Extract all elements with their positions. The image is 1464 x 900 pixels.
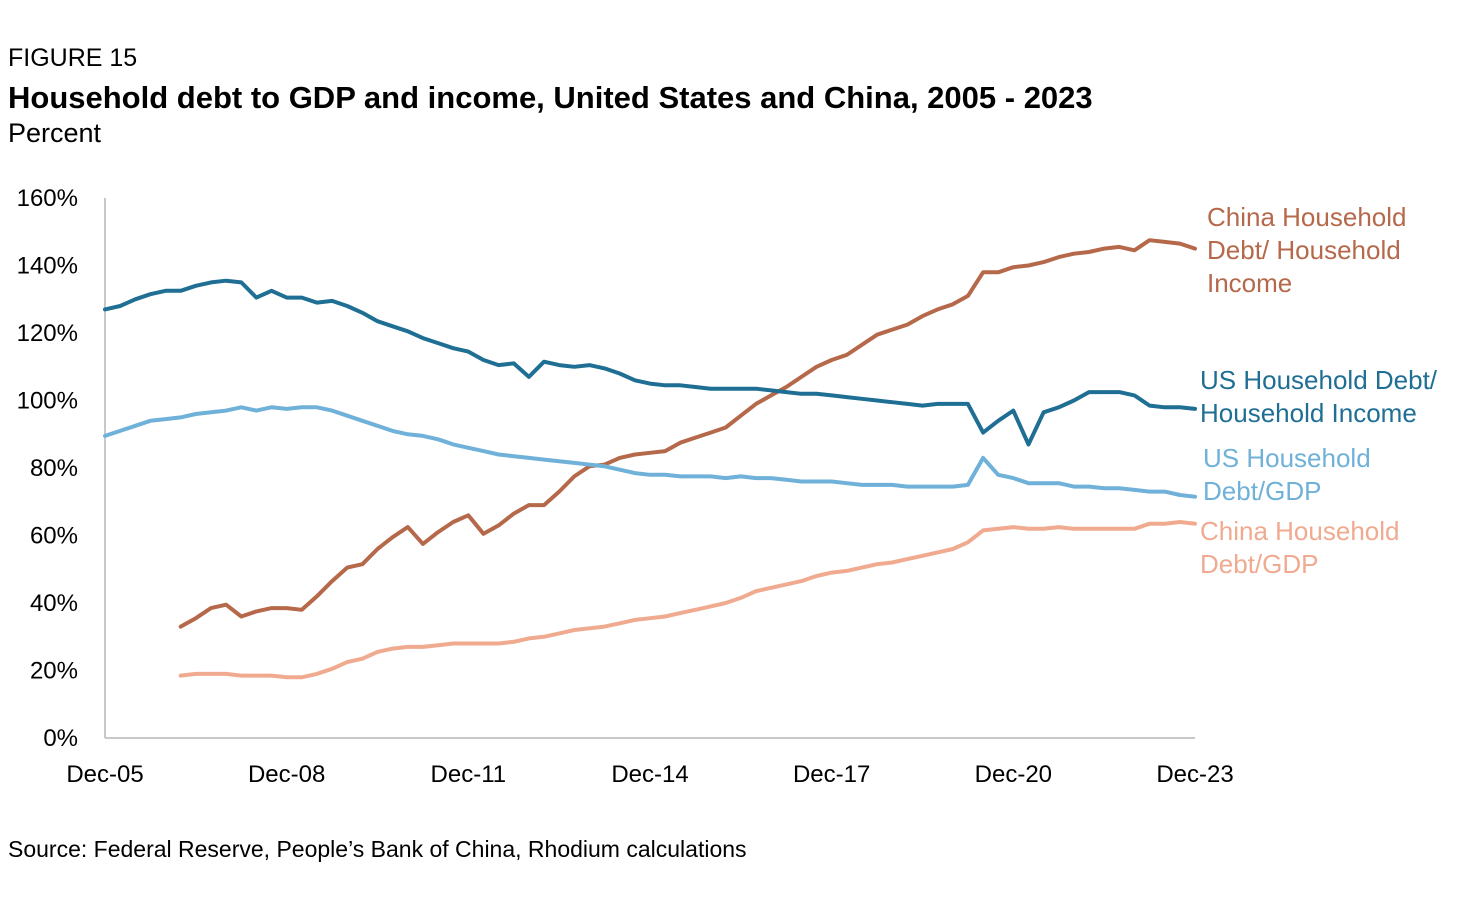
x-tick-label: Dec-05 bbox=[66, 761, 143, 788]
chart-subtitle: Percent bbox=[8, 118, 102, 148]
series-line-3 bbox=[178, 520, 1197, 680]
figure-label: FIGURE 15 bbox=[8, 44, 138, 72]
x-tick-label: Dec-11 bbox=[431, 761, 507, 788]
y-tick-label: 160% bbox=[17, 185, 78, 212]
series-line-2 bbox=[103, 405, 1197, 499]
y-tick-label: 0% bbox=[43, 725, 78, 752]
x-tick-label: Dec-08 bbox=[248, 761, 325, 788]
series-line-0 bbox=[178, 238, 1197, 629]
y-tick-label: 80% bbox=[30, 455, 78, 482]
x-tick-label: Dec-14 bbox=[611, 761, 688, 788]
x-tick-label: Dec-20 bbox=[975, 761, 1052, 788]
chart-title: Household debt to GDP and income, United… bbox=[8, 80, 1093, 115]
y-tick-label: 100% bbox=[17, 388, 78, 415]
series-label-1: US Household Debt/Household Income bbox=[1200, 365, 1438, 428]
y-tick-label: 20% bbox=[30, 658, 78, 685]
x-tick-label: Dec-17 bbox=[793, 761, 870, 788]
series-label-3: China Household Debt/GDP bbox=[1200, 516, 1399, 579]
series-label-0: China Household Debt/ Household Income bbox=[1207, 202, 1406, 298]
x-tick-label: Dec-23 bbox=[1156, 761, 1233, 788]
y-axis: 0% 20% 40% 60% 80% 100% 120% 140% 160% bbox=[17, 185, 106, 752]
y-tick-label: 140% bbox=[17, 253, 78, 280]
source-note: Source: Federal Reserve, People’s Bank o… bbox=[8, 836, 747, 862]
series-label-2: US Household Debt/GDP bbox=[1203, 443, 1371, 506]
y-tick-label: 60% bbox=[30, 523, 78, 550]
x-axis: Dec-05 Dec-08 Dec-11 Dec-14 Dec-17 Dec-20 Dec-… bbox=[66, 737, 1234, 788]
series-line-1 bbox=[103, 278, 1197, 447]
y-tick-label: 40% bbox=[30, 590, 78, 617]
y-tick-label: 120% bbox=[17, 320, 78, 347]
series-lines bbox=[103, 238, 1197, 680]
series-labels: China Household Debt/ Household Income US H… bbox=[1200, 202, 1438, 579]
